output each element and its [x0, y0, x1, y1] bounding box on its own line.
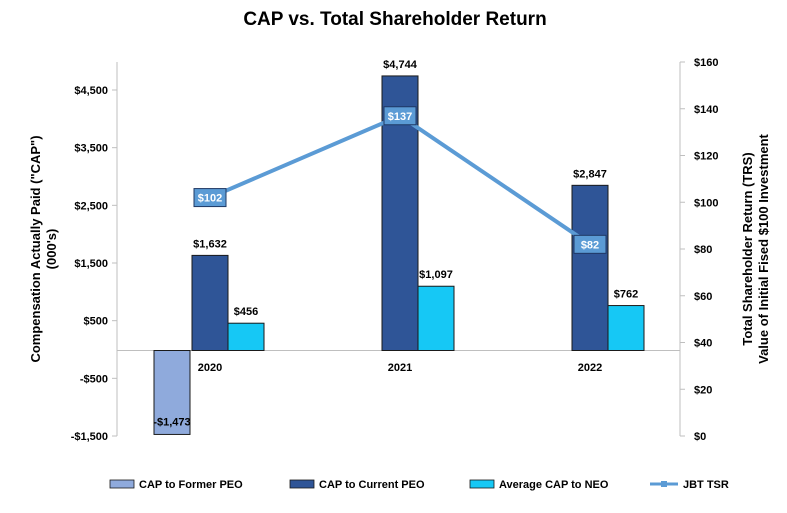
left-tick-label: $1,500	[74, 258, 108, 270]
legend-swatch-cap-to-current-peo	[289, 479, 315, 489]
data-label-cap-to-former-peo-2020: -$1,473	[153, 416, 190, 428]
legend-swatch-average-cap-to-neo	[469, 479, 495, 489]
bar-cap-to-current-peo-2020	[191, 254, 229, 351]
right-tick-label: $80	[694, 244, 712, 256]
left-tick-label: $3,500	[74, 143, 108, 155]
legend-label-jbt-tsr: JBT TSR	[683, 479, 729, 491]
data-label-cap-to-current-peo-2022: $2,847	[573, 168, 607, 180]
right-tick-label: $20	[694, 384, 712, 396]
legend-label-cap-to-current-peo: CAP to Current PEO	[319, 479, 425, 491]
data-label-cap-to-current-peo-2021: $4,744	[383, 59, 418, 71]
tsr-data-label-2020: $102	[198, 193, 222, 205]
category-label: 2021	[388, 362, 412, 374]
x-axis-category-labels: 2020 2021 2022	[198, 362, 602, 374]
left-axis-title-line: Compensation Actually Paid ("CAP")	[28, 135, 43, 362]
right-tick-label: $140	[694, 104, 718, 116]
tsr-label-box-2021	[383, 106, 417, 126]
right-tick-label: $100	[694, 197, 718, 209]
right-y-axis: $0 $20 $40 $60 $80 $100 $120 $140 $160 Total Shar…	[679, 57, 771, 443]
left-tick-label: $500	[84, 316, 108, 328]
right-tick-label: $160	[694, 57, 718, 69]
right-axis-title-line: Value of Initial Fised $100 Investment	[756, 133, 771, 363]
right-tick-label: $40	[694, 338, 712, 350]
left-y-axis: -$1,500 -$500 $500 $1,500 $2,500 $3,500 $4,500…	[28, 62, 680, 443]
right-tick-label: $60	[694, 291, 712, 303]
left-axis-title: Compensation Actually Paid ("CAP")(000's…	[28, 135, 59, 362]
category-label: 2022	[578, 362, 602, 374]
bar-cap-to-current-peo-2022	[571, 184, 609, 351]
data-label-cap-to-current-peo-2020: $1,632	[193, 238, 227, 250]
tsr-label-box-2020	[193, 188, 227, 208]
legend-marker-jbt-tsr	[661, 481, 667, 487]
bar-cap-to-former-peo-2020	[153, 350, 191, 435]
category-label: 2020	[198, 362, 222, 374]
bar-average-cap-to-neo-2022	[607, 305, 645, 352]
data-label-average-cap-to-neo-2020: $456	[234, 306, 258, 318]
right-axis-title: Total Shareholder Return (TRS)Value of I…	[740, 133, 771, 363]
bar-average-cap-to-neo-2021	[417, 285, 455, 351]
left-tick-label: $2,500	[74, 200, 108, 212]
data-label-average-cap-to-neo-2021: $1,097	[419, 269, 453, 281]
tsr-label-box-2022	[573, 234, 607, 254]
left-tick-label: $4,500	[74, 85, 108, 97]
legend-label-cap-to-former-peo: CAP to Former PEO	[139, 479, 243, 491]
right-axis-title-line: Total Shareholder Return (TRS)	[740, 152, 755, 345]
tsr-data-label-2022: $82	[581, 239, 599, 251]
bar-series: -$1,473 $1,632 $4,744 $2,847 $456 $1,097 $762	[153, 59, 645, 435]
right-tick-label: $0	[694, 431, 706, 443]
left-tick-label: -$1,500	[71, 431, 108, 443]
data-label-average-cap-to-neo-2022: $762	[614, 289, 638, 301]
right-tick-label: $120	[694, 151, 718, 163]
chart-legend: CAP to Former PEO CAP to Current PEO Avera…	[109, 479, 729, 491]
tsr-data-label-2021: $137	[388, 111, 412, 123]
bar-average-cap-to-neo-2020	[227, 322, 265, 352]
chart-title: CAP vs. Total Shareholder Return	[243, 9, 546, 30]
legend-label-average-cap-to-neo: Average CAP to NEO	[499, 479, 609, 491]
tsr-line-series: $102 $137 $82	[193, 106, 607, 254]
left-axis-title-line: (000's)	[44, 229, 59, 270]
left-tick-label: -$500	[80, 373, 108, 385]
legend-swatch-cap-to-former-peo	[109, 479, 135, 489]
